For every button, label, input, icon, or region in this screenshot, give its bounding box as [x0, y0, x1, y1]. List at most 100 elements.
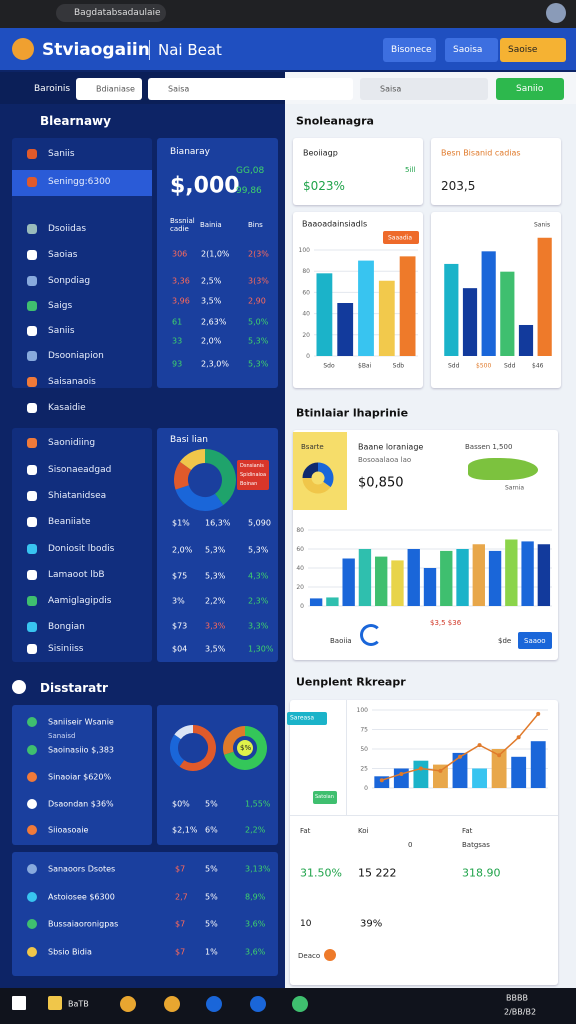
nav-item[interactable]: Saisanaois	[48, 377, 96, 387]
search-box[interactable]	[148, 78, 353, 100]
nav-icon[interactable]	[27, 570, 37, 580]
bar-chart: 0 20 40 60 80	[296, 527, 552, 610]
search-box[interactable]	[360, 78, 488, 100]
nav-item[interactable]: Shiatanidsea	[48, 491, 107, 501]
nav-icon[interactable]	[27, 403, 37, 413]
nav-item[interactable]: Saniis	[48, 149, 75, 159]
nav-icon[interactable]	[27, 326, 37, 336]
nav-icon[interactable]	[27, 438, 37, 448]
nav-icon[interactable]	[27, 250, 37, 260]
line-point	[438, 768, 443, 773]
section-title: Btinlaiar lhaprinie	[296, 406, 409, 420]
big-value: $0,850	[358, 475, 404, 491]
nav-item[interactable]: Dsooniapion	[48, 351, 104, 361]
nav-item[interactable]: Dsoiidas	[48, 224, 87, 234]
primary-button[interactable]	[496, 78, 564, 100]
taskbar-icon[interactable]	[292, 996, 308, 1012]
donut-segment	[170, 734, 185, 767]
button-label[interactable]: Saoise	[508, 45, 538, 55]
y-tick-label: 60	[296, 546, 304, 553]
nav-icon[interactable]	[27, 301, 37, 311]
x-tick-label: Sdd	[504, 362, 516, 370]
list-icon	[27, 864, 37, 874]
button-label[interactable]: Saaadia	[388, 234, 412, 242]
button-label[interactable]: Bisonece	[391, 45, 432, 55]
header-button[interactable]	[445, 38, 498, 62]
bar-chart: 0 20 40 60 80 100	[299, 247, 418, 360]
taskbar-app[interactable]	[48, 996, 62, 1010]
section-title: Disstaratr	[40, 681, 108, 695]
button-label[interactable]: Saaoo	[524, 637, 546, 645]
cell: $7	[175, 947, 186, 956]
nav-item[interactable]: Saoias	[48, 250, 78, 260]
bar	[326, 597, 339, 606]
bar	[393, 768, 409, 788]
stat: 0	[408, 841, 413, 849]
donut-segment	[224, 726, 267, 770]
cell: 2,2%	[205, 596, 226, 606]
kpi-value: $023%	[303, 179, 345, 193]
list-icon	[27, 745, 37, 755]
line-point	[379, 778, 384, 783]
nav-icon[interactable]	[27, 177, 37, 187]
nav-icon[interactable]	[27, 351, 37, 361]
cell: 2(1,0%	[201, 249, 230, 259]
nav-icon[interactable]	[27, 622, 37, 632]
nav-item[interactable]: Bongian	[48, 622, 85, 632]
header-button[interactable]	[500, 38, 566, 62]
taskbar-icon[interactable]	[120, 996, 136, 1012]
nav-item[interactable]: Saonidiing	[48, 438, 96, 448]
nav-item[interactable]: Sisonaeadgad	[48, 465, 112, 475]
cell: 2,7	[175, 892, 188, 901]
button-label[interactable]: Saoisa	[453, 45, 483, 55]
nav-item[interactable]: Doniosit lbodis	[48, 544, 115, 554]
donut-segment	[204, 449, 236, 506]
bar	[481, 251, 496, 356]
nav-icon[interactable]	[27, 465, 37, 475]
nav-item[interactable]: Aamiglagipdis	[48, 596, 112, 606]
bar	[511, 756, 527, 788]
nav-item[interactable]: Seningg:6300	[48, 177, 111, 187]
nav-icon[interactable]	[27, 517, 37, 527]
input-text[interactable]: Saisa	[168, 84, 190, 94]
column-header: Bins	[248, 221, 263, 229]
nav-icon[interactable]	[27, 377, 37, 387]
taskbar-icon[interactable]	[164, 996, 180, 1012]
taskbar-icon[interactable]	[250, 996, 266, 1012]
nav-icon[interactable]	[27, 596, 37, 606]
label: Bosoaalaoa lao	[358, 456, 412, 464]
nav-icon[interactable]	[27, 224, 37, 234]
nav-icon[interactable]	[27, 644, 37, 654]
nav-item[interactable]: Beaniiate	[48, 517, 91, 527]
nav-icon[interactable]	[27, 276, 37, 286]
cell: 2,3,0%	[201, 359, 229, 369]
nav-item[interactable]: Saigs	[48, 301, 73, 311]
chart-button[interactable]	[518, 632, 552, 649]
nav-item[interactable]: Saniis	[48, 326, 75, 336]
label: Bagdatabsadaulaie	[74, 8, 161, 18]
section-title: Snoleanagra	[296, 114, 374, 128]
cell: $04	[172, 644, 188, 654]
filter-box[interactable]	[76, 78, 142, 100]
nav-icon[interactable]	[27, 491, 37, 501]
nav-icon[interactable]	[27, 149, 37, 159]
button-label[interactable]: Saniio	[516, 84, 544, 94]
progress-ring	[360, 624, 382, 646]
nav-item[interactable]: Sisiniiss	[48, 644, 84, 654]
bar	[537, 544, 551, 606]
input-text[interactable]: Saisa	[380, 84, 402, 94]
start-button[interactable]	[12, 996, 26, 1010]
nav-item[interactable]: Sonpdiag	[48, 276, 91, 286]
cell: 5%	[205, 864, 218, 874]
taskbar-icon[interactable]	[206, 996, 222, 1012]
input-text[interactable]: Bdianiase	[96, 84, 135, 94]
nav-item[interactable]: Lamaoot lbB	[48, 570, 105, 580]
nav-item[interactable]: Kasaidie	[48, 403, 86, 413]
taskbar	[0, 988, 576, 1024]
chart-button[interactable]	[383, 231, 419, 244]
taskbar-label[interactable]: BaTB	[68, 999, 89, 1009]
bar	[521, 541, 534, 606]
nav-icon[interactable]	[27, 544, 37, 554]
header-button[interactable]	[383, 38, 436, 62]
cell: 3,13%	[245, 864, 271, 874]
